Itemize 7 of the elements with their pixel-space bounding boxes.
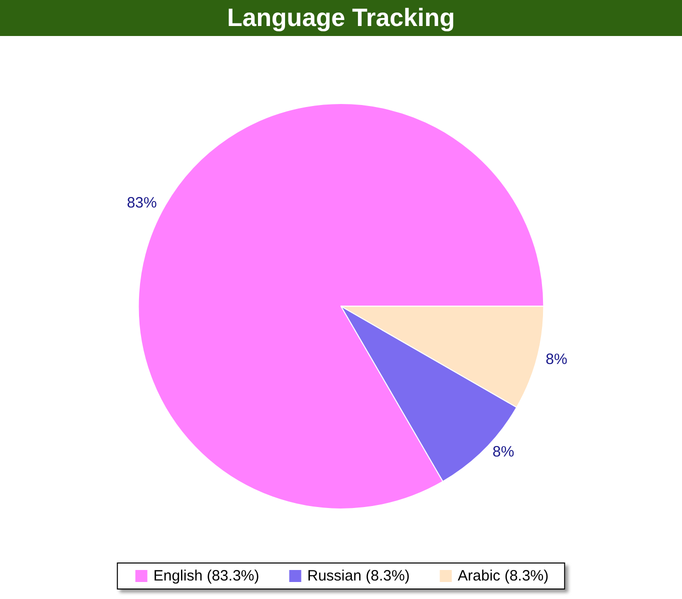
data-label: 83%: [126, 194, 157, 212]
legend-label: Arabic (8.3%): [458, 568, 549, 584]
chart-title: Language Tracking: [0, 0, 682, 36]
legend-label: Russian (8.3%): [307, 568, 410, 584]
data-label: 8%: [492, 444, 514, 461]
legend-label: English (83.3%): [153, 568, 260, 584]
data-label: 8%: [546, 351, 568, 368]
